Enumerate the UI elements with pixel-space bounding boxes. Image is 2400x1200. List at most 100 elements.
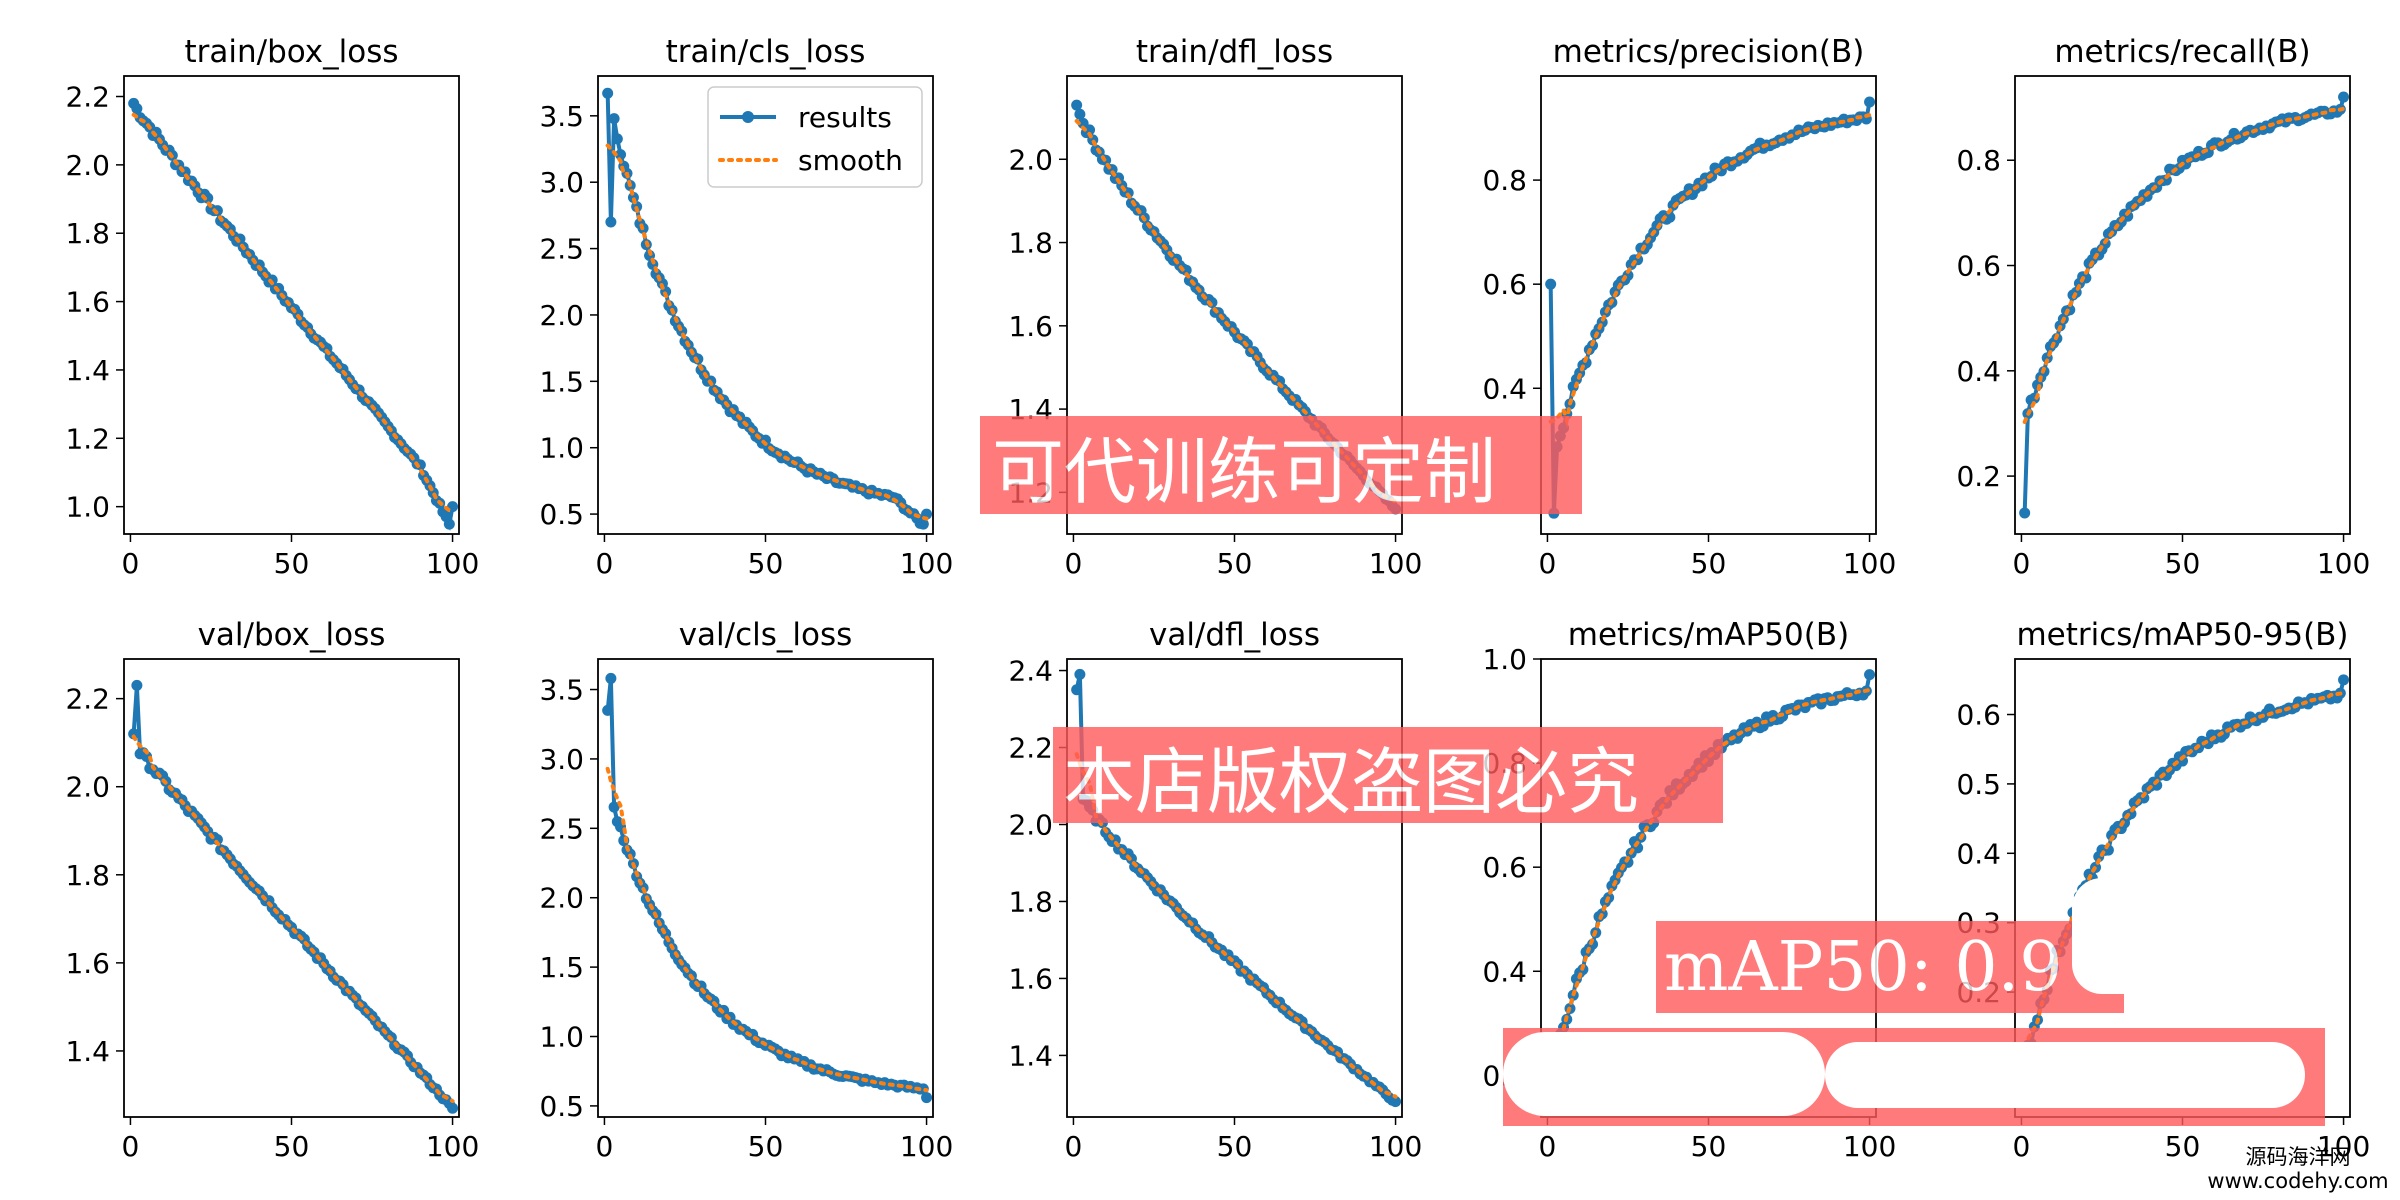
y-tick-label: 1.8 xyxy=(1008,885,1053,918)
results-point xyxy=(2338,91,2350,103)
smooth-line xyxy=(2022,106,2346,424)
y-tick-label: 1.0 xyxy=(539,1021,584,1054)
y-tick-label: 1.8 xyxy=(65,859,110,892)
subplot-title: metrics/mAP50(B) xyxy=(1568,617,1849,653)
results-point xyxy=(1664,211,1676,223)
y-tick-label: 1.5 xyxy=(539,365,584,398)
subplot-title: train/dfl_loss xyxy=(1136,34,1333,70)
y-tick-label: 2.0 xyxy=(1008,808,1053,841)
results-point xyxy=(608,801,620,813)
y-tick-label: 2.5 xyxy=(539,812,584,845)
y-tick-label: 0.5 xyxy=(1956,768,2001,801)
x-tick-label: 100 xyxy=(1843,1130,1896,1163)
map50-banner: mAP50: 0.9 xyxy=(1656,921,2124,1013)
x-tick-label: 0 xyxy=(1065,547,1083,580)
results-point xyxy=(615,149,627,161)
y-tick-label: 0.8 xyxy=(1956,144,2001,177)
x-tick-label: 100 xyxy=(1843,547,1896,580)
y-tick-label: 0.6 xyxy=(1482,851,1527,884)
legend-box xyxy=(707,86,923,188)
y-tick-label: 0.6 xyxy=(1956,250,2001,283)
results-point xyxy=(1071,99,1083,111)
x-tick-label: 0 xyxy=(122,547,140,580)
y-tick-label: 0.6 xyxy=(1482,268,1527,301)
watermark-banner-training: 可代训练可定制 xyxy=(980,416,1582,514)
results-point xyxy=(131,679,143,691)
x-tick-label: 100 xyxy=(2317,547,2370,580)
subplot-title: val/cls_loss xyxy=(679,617,853,653)
y-tick-label: 0.8 xyxy=(1482,164,1527,197)
site-watermark-url: www.codehy.com xyxy=(2207,1169,2389,1193)
results-point xyxy=(1074,108,1086,120)
subplot-2: train/cls_loss 0 50 100 0.5 1.0 1.5 2.0 2.5 3.0 3.… xyxy=(539,34,953,580)
results-point xyxy=(447,1102,459,1114)
y-tick-label: 0.5 xyxy=(539,498,584,531)
results-line xyxy=(605,678,929,1099)
smooth-line xyxy=(605,766,929,1093)
results-point xyxy=(2338,674,2350,686)
smooth-line xyxy=(1074,752,1398,1099)
y-tick-label: 1.6 xyxy=(1008,310,1053,343)
results-point xyxy=(2122,210,2134,222)
y-tick-label: 1.0 xyxy=(1482,643,1527,676)
y-tick-label: 0.4 xyxy=(1482,372,1527,405)
x-tick-label: 0 xyxy=(596,547,614,580)
x-tick-label: 100 xyxy=(900,1130,953,1163)
results-point xyxy=(2019,507,2031,519)
y-tick-label: 1.8 xyxy=(1008,227,1053,260)
x-tick-label: 100 xyxy=(900,547,953,580)
y-tick-label: 2.5 xyxy=(539,233,584,266)
x-tick-label: 100 xyxy=(1369,1130,1422,1163)
y-tick-label: 0.2 xyxy=(1956,460,2001,493)
x-tick-label: 100 xyxy=(2317,1130,2370,1163)
plot-frame xyxy=(597,658,934,1118)
results-point xyxy=(1074,668,1086,680)
subplot-title: metrics/mAP50-95(B) xyxy=(2016,617,2348,653)
y-tick-label: 3.5 xyxy=(539,100,584,133)
x-tick-label: 50 xyxy=(274,547,310,580)
y-tick-label: 3.0 xyxy=(539,166,584,199)
x-tick-label: 0 xyxy=(1539,1130,1557,1163)
results-point xyxy=(605,216,617,228)
results-point xyxy=(1390,1096,1402,1108)
subplot-4: metrics/precision(B) 0 50 100 0.4 0.6 0.8 xyxy=(1482,34,1896,580)
site-watermark: 源码海洋网 www.codehy.com xyxy=(2196,1145,2400,1193)
y-tick-label: 2.0 xyxy=(539,299,584,332)
plot-frame xyxy=(597,75,934,535)
obscure-patch-bottom-right xyxy=(1825,1042,2305,1108)
y-tick-label: 3.0 xyxy=(539,743,584,776)
results-point xyxy=(128,728,140,740)
subplot-7: val/cls_loss 0 50 100 0.5 1.0 1.5 2.0 2.5 3.0 3.5 xyxy=(539,617,953,1163)
subplot-title: metrics/precision(B) xyxy=(1553,34,1865,70)
plot-frame xyxy=(1066,658,1403,1118)
results-line xyxy=(1548,101,1872,514)
results-point xyxy=(1864,96,1876,108)
y-tick-label: 1.0 xyxy=(65,491,110,524)
y-tick-label: 2.2 xyxy=(65,81,110,114)
results-point xyxy=(1864,669,1876,681)
y-tick-label: 0.5 xyxy=(539,1090,584,1123)
y-tick-label: 0.6 xyxy=(1956,699,2001,732)
results-point xyxy=(608,113,620,125)
plot-frame xyxy=(123,658,460,1118)
smooth-line xyxy=(1548,113,1872,429)
y-tick-label: 1.6 xyxy=(65,947,110,980)
x-tick-label: 0 xyxy=(2013,547,2031,580)
subplot-8: val/dfl_loss 0 50 100 1.4 1.6 1.8 2.0 2.2 2.4 xyxy=(1008,617,1422,1163)
x-tick-label: 50 xyxy=(748,1130,784,1163)
smooth-line xyxy=(131,734,455,1104)
x-tick-label: 50 xyxy=(748,547,784,580)
x-tick-label: 50 xyxy=(1217,547,1253,580)
watermark-banner-copyright: 本店版权盗图必究 xyxy=(1053,727,1723,824)
results-line xyxy=(131,685,455,1110)
x-tick-label: 50 xyxy=(274,1130,310,1163)
results-point xyxy=(1084,124,1096,136)
y-tick-label: 1.6 xyxy=(1008,962,1053,995)
y-tick-label: 0.4 xyxy=(1956,355,2001,388)
legend: results smooth xyxy=(707,86,923,188)
results-point xyxy=(1545,278,1557,290)
y-tick-label: 1.4 xyxy=(65,354,110,387)
y-tick-label: 2.0 xyxy=(539,882,584,915)
subplot-6: val/box_loss 0 50 100 1.4 1.6 1.8 2.0 2.2 xyxy=(65,617,479,1163)
